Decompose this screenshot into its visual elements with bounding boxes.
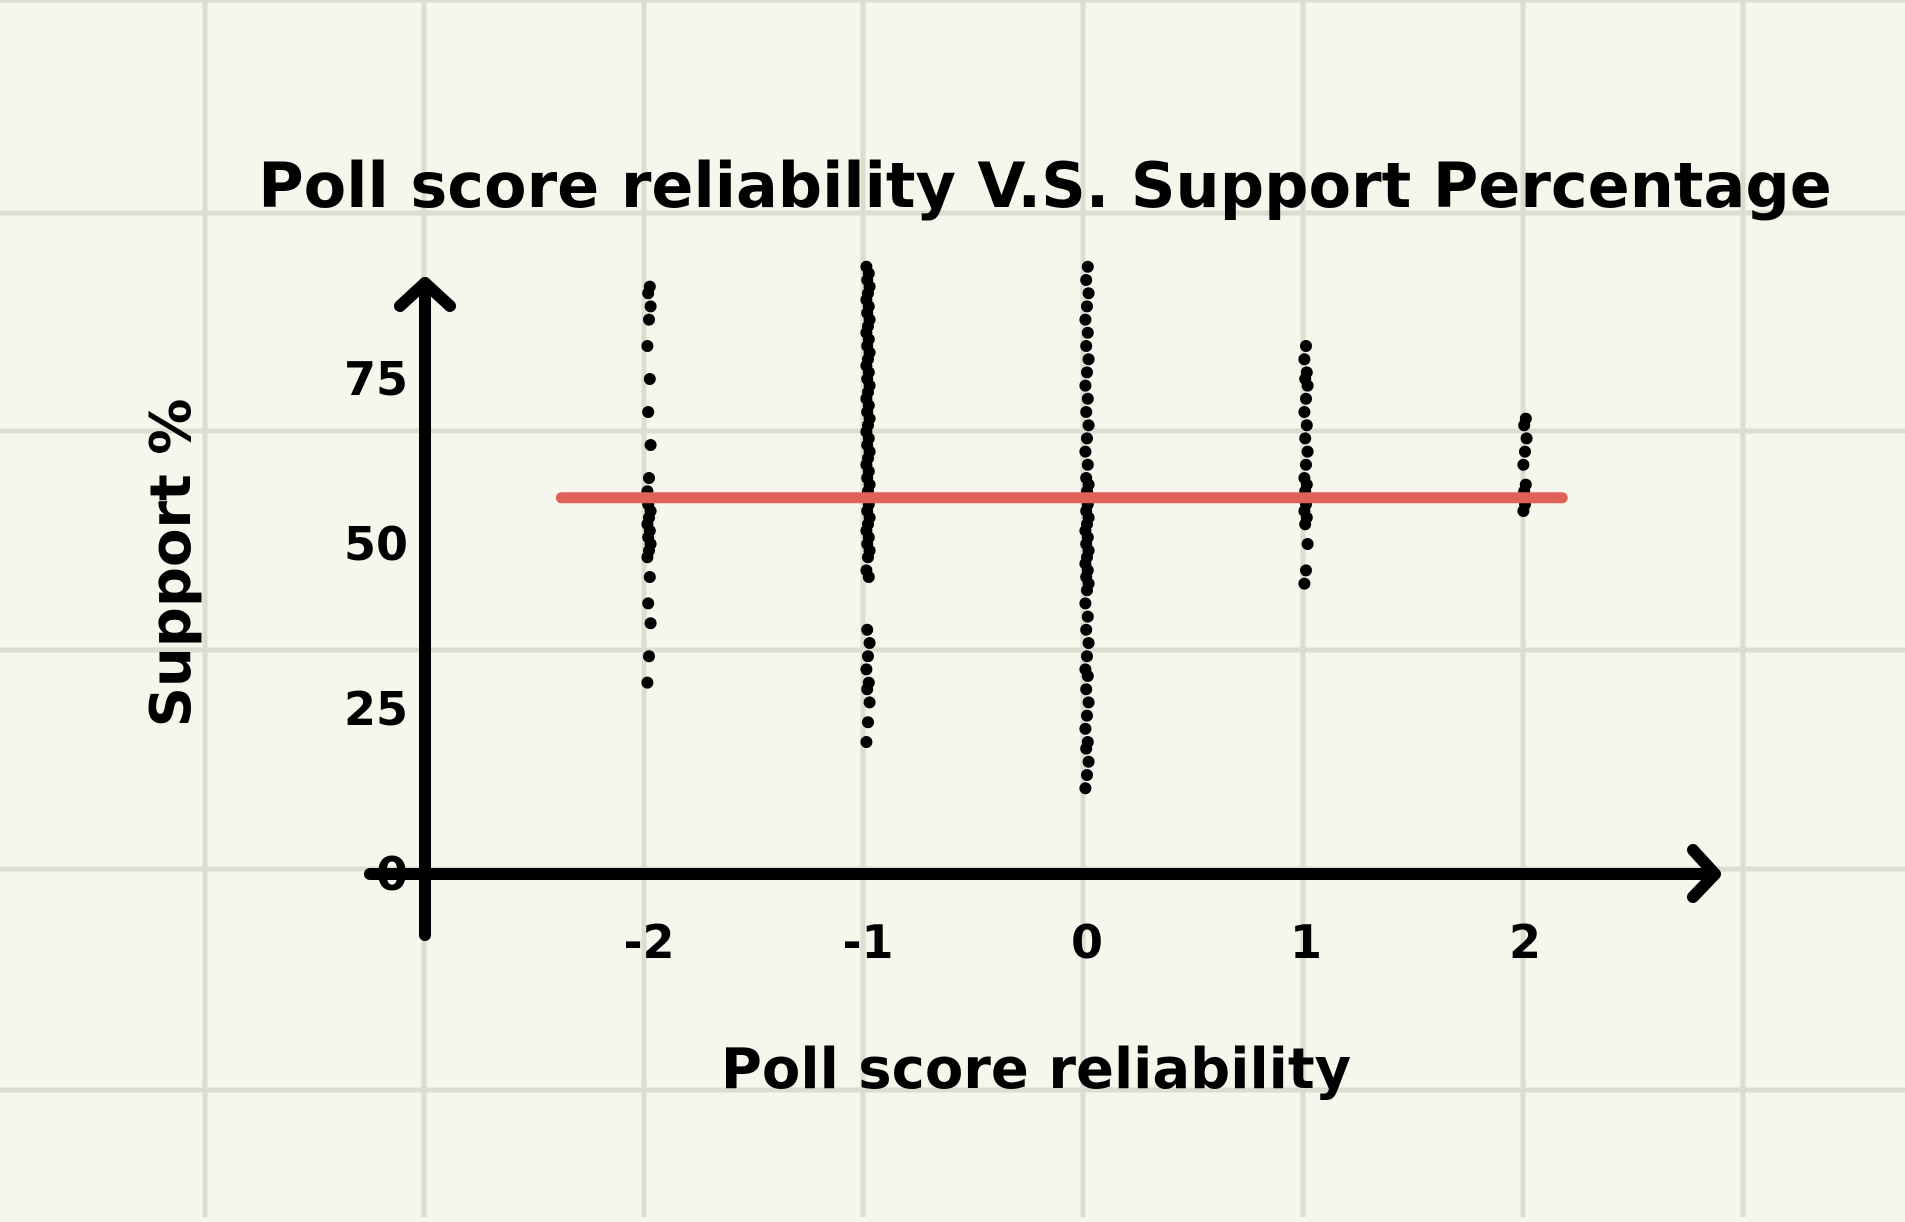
scatter-point [860, 663, 873, 676]
scatter-point [1079, 782, 1092, 795]
scatter-point [1081, 709, 1093, 722]
scatter-point [1081, 366, 1093, 379]
scatter-point [1082, 353, 1095, 366]
scatter-point [1301, 538, 1314, 550]
scatter-point [1300, 419, 1313, 432]
scatter-point [1080, 623, 1093, 636]
scatter-point [1300, 366, 1313, 379]
scatter-point [1298, 577, 1311, 590]
scatter-point [862, 716, 874, 729]
y-tick-label: 25 [344, 682, 408, 736]
scatter-point [860, 260, 873, 273]
y-tick-label: 75 [344, 352, 408, 406]
scatter-point [1080, 406, 1093, 418]
scatter-point [1517, 458, 1530, 471]
scatter-point [644, 617, 657, 630]
scatter-point [860, 564, 873, 577]
tick-labels: -2 -1 0 1 2 0 25 50 75 [344, 352, 1541, 969]
x-tick-label: 2 [1509, 915, 1541, 969]
scatter-point [1082, 637, 1095, 649]
scatter-point [1082, 755, 1095, 768]
scatter-point [1079, 722, 1092, 735]
x-tick-label: 1 [1290, 915, 1322, 969]
scatter-point [1079, 597, 1092, 610]
x-tick-label: -1 [842, 915, 893, 969]
scatter-point [1298, 472, 1311, 484]
scatter-point [1299, 432, 1312, 445]
scatter-point [1082, 696, 1095, 709]
scatter-point [863, 696, 876, 709]
scatter-point [642, 406, 655, 418]
scatter-point [1520, 432, 1533, 445]
y-tick-label: 0 [376, 847, 408, 901]
scatter-point [862, 650, 874, 663]
scatter-point [1081, 769, 1093, 781]
scatter-point [1081, 610, 1094, 623]
scatter-point [1081, 458, 1094, 471]
scatter-point [1519, 445, 1531, 458]
scatter-point [1079, 445, 1092, 458]
scatter-point [860, 736, 873, 748]
scatter-point [863, 637, 876, 649]
scatter-point [1081, 260, 1094, 273]
scatter-point [1081, 326, 1094, 339]
scatter-point [643, 373, 656, 385]
chart-title: Poll score reliability V.S. Support Perc… [258, 149, 1832, 222]
scatter-point [1080, 472, 1093, 484]
y-axis-label: Support % [139, 399, 204, 728]
scatter-point [1081, 432, 1093, 445]
scatter-point [1081, 300, 1093, 313]
scatter-point [862, 676, 875, 689]
scatter-point [1298, 353, 1311, 366]
x-tick-label: -2 [623, 915, 674, 969]
scatter-point [643, 650, 655, 663]
scatter-point [1081, 736, 1094, 748]
scatter-point [1082, 419, 1095, 432]
scatter-point [1079, 313, 1092, 326]
scatter-point [1300, 392, 1312, 405]
scatter-point [643, 571, 656, 583]
scatter-point [1080, 340, 1093, 352]
scatter-point [861, 623, 874, 636]
scatter-point [644, 300, 657, 313]
scatter-point [642, 597, 655, 610]
scatter-point [1298, 406, 1311, 418]
scatter-point [1081, 392, 1094, 405]
scatter-point [1519, 412, 1532, 425]
scatter-point [1079, 663, 1092, 676]
scatter-point [643, 313, 655, 326]
scatter-point [641, 340, 654, 352]
scatter-point [641, 676, 654, 689]
scatter-point [1080, 274, 1093, 286]
scatter-point [1300, 340, 1312, 352]
y-tick-label: 50 [344, 517, 408, 571]
scatter-points [641, 260, 1533, 795]
scatter-point [1301, 445, 1314, 458]
scatter-point [1079, 379, 1092, 392]
scatter-point [1082, 287, 1095, 300]
x-axis-arrowhead [1687, 844, 1721, 903]
scatter-point [1300, 564, 1312, 577]
scatter-point [644, 439, 657, 451]
y-axis-arrowhead [394, 277, 456, 312]
scatter-point [643, 472, 655, 484]
x-tick-label: 0 [1071, 915, 1103, 969]
axes [364, 277, 1721, 941]
x-axis-label: Poll score reliability [721, 1037, 1351, 1102]
scatter-point [1081, 650, 1093, 663]
scatter-point [1080, 683, 1093, 696]
scatter-point [1300, 458, 1312, 471]
scatter-point [1519, 478, 1532, 491]
scatter-point [643, 280, 656, 293]
